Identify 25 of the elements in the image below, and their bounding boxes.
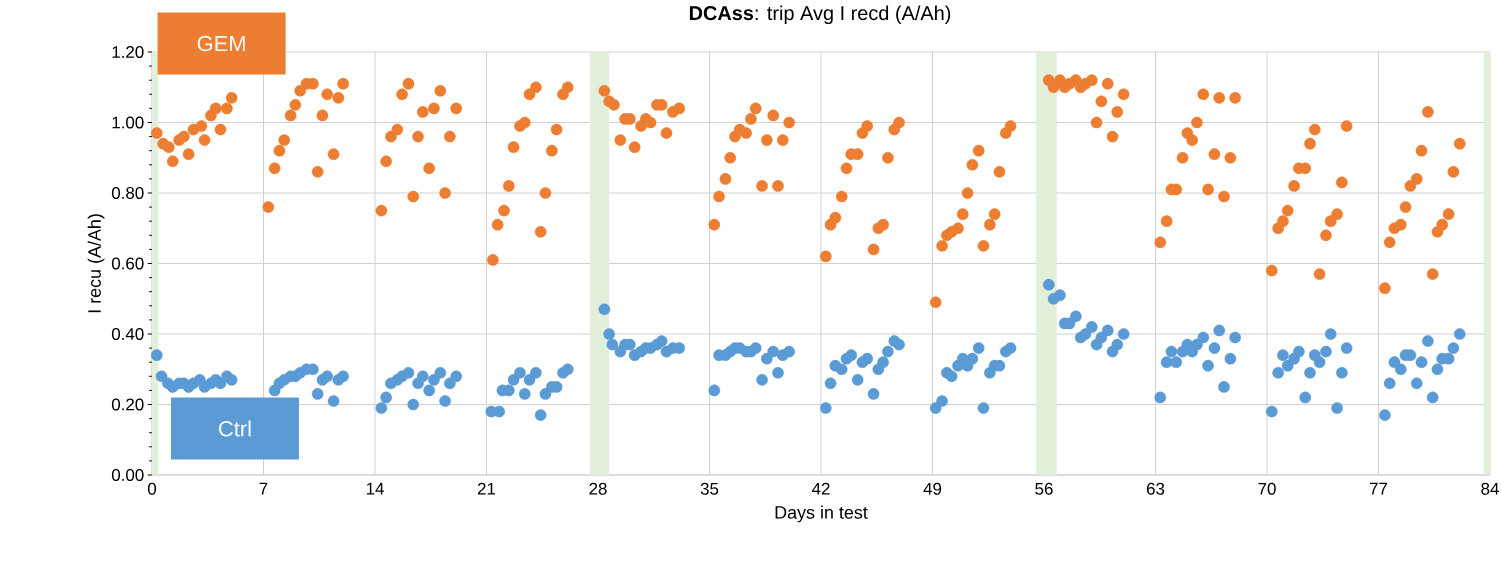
x-tick-label: 63 xyxy=(1146,482,1165,495)
x-tick-label: 70 xyxy=(1258,482,1276,495)
x-tick-label: 35 xyxy=(700,482,719,495)
y-tick-label: 0.00 xyxy=(111,469,144,481)
x-tick-label: 42 xyxy=(811,482,830,495)
y-tick-label: 1.00 xyxy=(112,116,144,129)
x-tick-label: 7 xyxy=(259,482,268,495)
x-tick-label: 28 xyxy=(589,482,607,495)
y-tick-label: 0.20 xyxy=(111,398,144,411)
y-axis-title: I recu (A/Ah) xyxy=(87,214,105,313)
x-axis-title: Days in test xyxy=(775,505,868,523)
x-tick-label: 0 xyxy=(147,482,157,495)
x-tick-label: 49 xyxy=(923,482,942,495)
y-tick-label: 0.80 xyxy=(111,187,144,199)
x-tick-label: 21 xyxy=(477,482,496,495)
x-tick-label: 84 xyxy=(1481,482,1499,495)
x-tick-label: 14 xyxy=(366,482,384,495)
series-label: GEM xyxy=(197,35,245,52)
x-tick-label: 56 xyxy=(1035,482,1053,495)
x-tick-label: 77 xyxy=(1369,482,1388,495)
y-tick-label: 1.20 xyxy=(112,46,144,58)
series-label: Ctrl xyxy=(219,420,251,437)
y-tick-label: 0.60 xyxy=(111,257,144,270)
y-tick-label: 0.40 xyxy=(111,328,144,340)
chart-title: DCAss: trip Avg I recd (A/Ah) xyxy=(689,5,951,25)
